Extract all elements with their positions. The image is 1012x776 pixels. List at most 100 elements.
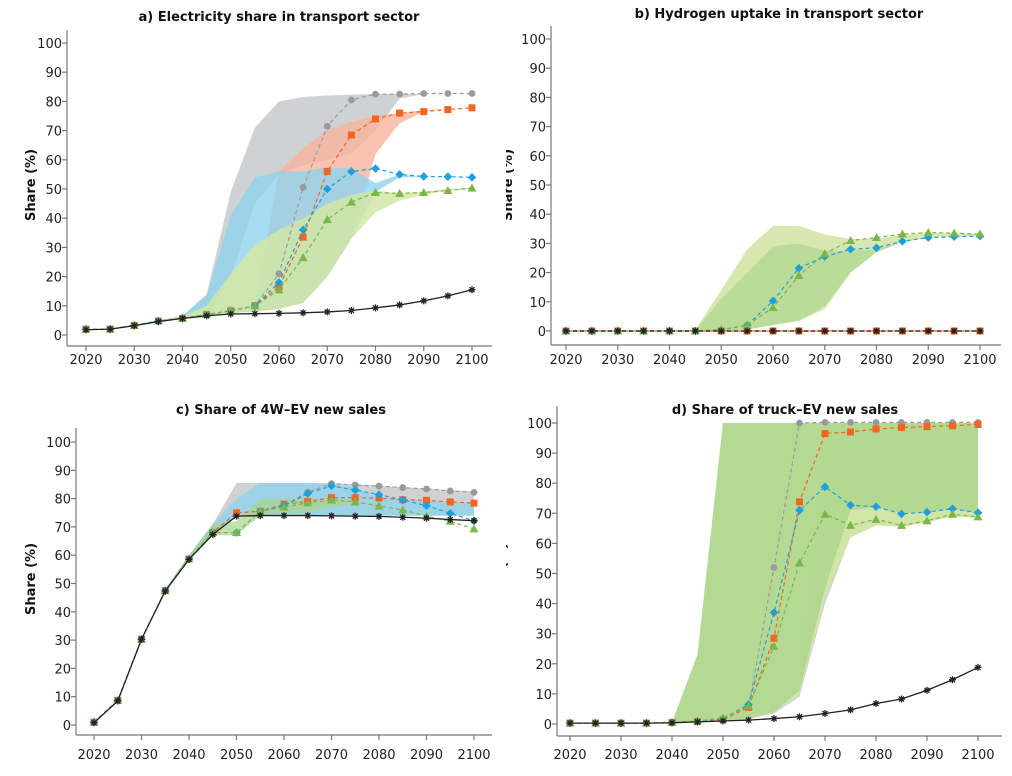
y-tick-label: 40 [529,208,546,223]
green-scenario-point [768,303,778,312]
blue-scenario-point [374,490,384,499]
x-tick-label: 2100 [963,353,996,368]
grey-scenario-point [872,418,880,426]
grey-scenario-point [275,270,283,278]
blue-scenario-point [322,184,332,194]
green-scenario-point [897,229,907,238]
grey-range-band [86,94,472,331]
grey-scenario-point [375,482,383,490]
baseline-point [769,327,777,335]
grey-scenario-point [323,122,331,130]
grey-scenario-point [444,90,452,97]
x-tick-label: 2030 [125,748,158,763]
y-tick-label: 70 [54,521,71,536]
orange-scenario-point [796,498,803,506]
orange-scenario-point [396,109,404,117]
y-tick-label: 10 [45,300,62,315]
green-scenario-point [846,520,855,529]
y-tick-label: 40 [45,212,62,227]
y-tick-label: 80 [54,493,71,508]
green-scenario-point [469,524,479,533]
baseline-point [251,310,259,318]
baseline-point [949,676,956,684]
y-tick-label: 0 [54,329,62,344]
y-tick-label: 20 [535,658,552,673]
baseline-point [130,322,138,330]
grey-scenario-point [468,90,476,97]
blue-scenario-point [274,278,284,287]
green-scenario-series [89,495,479,726]
x-tick-label: 2080 [359,353,392,368]
green-scenario-point [232,528,241,537]
baseline-point [640,327,648,335]
baseline-point [694,718,701,726]
green-range-band [570,423,978,724]
chart-b: b) Hydrogen uptake in transport sector S… [506,7,1001,368]
baseline-point [974,663,982,671]
green-scenario-point [346,197,356,206]
baseline-point [717,327,725,335]
baseline-point [161,587,169,595]
grey-scenario-point [770,564,778,571]
orange-scenario-point [821,430,829,438]
x-tick-label: 2040 [655,748,688,763]
x-tick-label: 2100 [961,748,994,763]
y-tick-label: 20 [45,271,62,286]
green-scenario-point [350,497,360,506]
green-scenario-point [922,516,932,525]
x-tick-label: 2060 [267,748,300,763]
chart-title: a) Electricity share in transport sector [139,10,420,25]
grey-scenario-point [347,96,355,104]
uncertainty-bands [570,423,978,724]
baseline-point [872,700,880,708]
baseline-point [666,327,673,335]
green-scenario-point [871,514,881,523]
grey-scenario-point [821,418,829,426]
y-tick-label: 0 [63,719,71,734]
x-tick-label: 2050 [705,353,738,368]
orange-scenario-point [347,131,355,139]
y-tick-label: 50 [45,183,62,198]
orange-scenario-point [372,115,379,123]
chart-title: d) Share of truck–EV new sales [672,403,899,418]
baseline-point [898,327,906,335]
x-tick-label: 2020 [549,353,582,368]
grey-scenario-point [399,484,407,491]
x-tick-label: 2020 [77,748,110,763]
orange-scenario-point [872,425,880,433]
green-range-band [566,236,980,331]
baseline-point [275,309,283,317]
blue-scenario-point [419,172,429,181]
y-tick-label: 70 [529,121,546,136]
baseline-point [873,327,880,335]
green-scenario-point [279,502,289,511]
green-scenario-point [949,228,959,237]
baseline-point [179,314,186,322]
chart-title: c) Share of 4W–EV new sales [176,403,386,418]
grey-scenario-point [351,481,359,489]
y-axis-label: Share (%) [24,543,39,615]
y-tick-label: 90 [535,447,552,462]
grey-scenario-line [93,482,475,723]
x-tick-label: 2100 [455,353,488,368]
baseline-point [375,512,383,520]
green-scenario-point [443,185,453,194]
green-scenario-point [250,301,260,310]
orange-scenario-point [423,496,430,504]
baseline-point [898,695,905,703]
green-scenario-point [872,233,881,242]
baseline-line [93,514,475,724]
baseline-point [399,513,407,521]
x-tick-label: 2020 [69,353,102,368]
x-tick-label: 2030 [601,353,634,368]
y-tick-label: 90 [529,62,546,77]
chart-d: d) Share of truck–EV new sales Share (%)… [506,403,1002,763]
orange-scenario-series [90,494,478,726]
x-tick-label: 2050 [706,748,739,763]
y-tick-label: 20 [529,267,546,282]
green-range-band [86,187,472,331]
baseline-point [351,512,359,520]
blue-scenario-line [93,485,475,723]
